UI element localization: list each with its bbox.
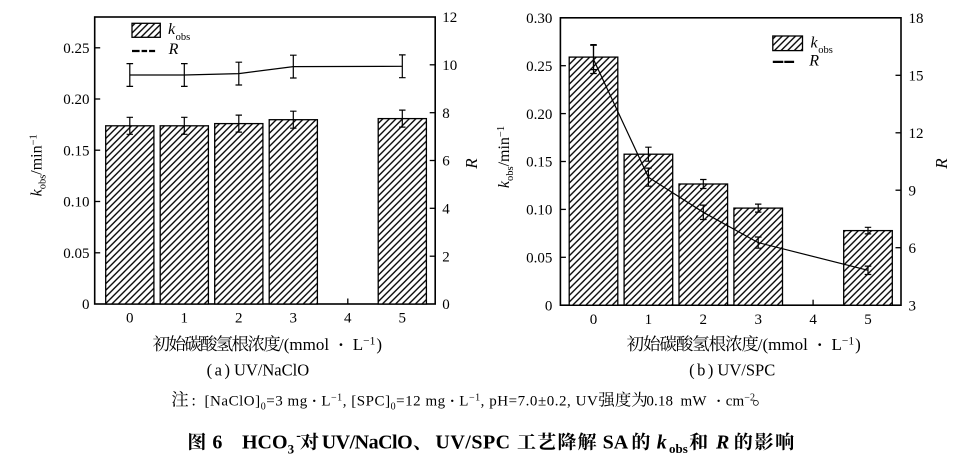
svg-text:12: 12 (909, 126, 924, 142)
svg-text:9: 9 (909, 183, 917, 199)
svg-text:6: 6 (909, 241, 917, 257)
svg-text:4: 4 (442, 202, 450, 218)
svg-text:0.30: 0.30 (526, 11, 552, 27)
svg-text:6: 6 (212, 432, 222, 454)
svg-text:0: 0 (545, 298, 553, 314)
svg-text:-: - (296, 428, 301, 443)
svg-text:18: 18 (909, 11, 924, 27)
svg-text:0.15: 0.15 (526, 155, 552, 171)
svg-text:kobs/min−1: kobs/min−1 (29, 134, 49, 196)
svg-text:(b)UV/SPC: (b) UV/SPC (689, 361, 775, 380)
svg-text:k: k (168, 21, 176, 38)
svg-text:6: 6 (442, 154, 450, 170)
svg-text:3: 3 (754, 312, 762, 328)
svg-text:k: k (811, 35, 819, 52)
svg-text:8: 8 (442, 106, 450, 122)
svg-text:obs: obs (176, 32, 191, 43)
svg-text:2: 2 (700, 312, 708, 328)
svg-text:kobs/min−1: kobs/min−1 (496, 126, 516, 188)
svg-text:0.10: 0.10 (63, 195, 89, 211)
svg-text:k: k (657, 432, 667, 454)
svg-text:obs: obs (818, 45, 833, 56)
svg-text:R: R (462, 158, 481, 170)
svg-text:R: R (715, 432, 729, 454)
svg-text:2: 2 (235, 311, 243, 327)
svg-text:0.20: 0.20 (526, 107, 552, 123)
svg-text:UV/NaClO: UV/NaClO (322, 432, 412, 454)
svg-text:[NaClO]0=3 mg·L−1, [SPC]0=12 m: [NaClO]0=3 mg · L−1, [SPC]0=12 mg · L−1, pH=… (205, 393, 599, 413)
svg-text:HCO: HCO (242, 432, 288, 454)
svg-text:0.05: 0.05 (526, 251, 552, 267)
svg-text:R: R (168, 41, 179, 58)
svg-text:2: 2 (442, 249, 450, 265)
svg-text:1: 1 (181, 311, 189, 327)
svg-text::: : (192, 393, 196, 410)
svg-text:5: 5 (864, 312, 872, 328)
svg-text:0: 0 (82, 297, 90, 313)
svg-text:0.25: 0.25 (526, 59, 552, 75)
svg-text:1: 1 (645, 312, 653, 328)
svg-text:0.25: 0.25 (63, 41, 89, 57)
svg-text:5: 5 (399, 311, 407, 327)
svg-text:0: 0 (126, 311, 134, 327)
svg-text:15: 15 (909, 69, 924, 85)
svg-text:3: 3 (909, 298, 917, 314)
svg-text:R: R (808, 53, 819, 70)
svg-text:10: 10 (442, 58, 457, 74)
svg-text:3: 3 (288, 442, 295, 457)
svg-text:obs: obs (669, 441, 688, 456)
svg-text:4: 4 (809, 312, 817, 328)
svg-text:0: 0 (442, 297, 450, 313)
svg-text:SA: SA (603, 432, 629, 454)
svg-text:0.20: 0.20 (63, 92, 89, 108)
svg-text:0.05: 0.05 (63, 246, 89, 262)
svg-text:3: 3 (290, 311, 298, 327)
svg-text:4: 4 (344, 311, 352, 327)
svg-text:R: R (932, 158, 951, 170)
svg-text:0.10: 0.10 (526, 203, 552, 219)
svg-text:12: 12 (442, 10, 457, 26)
svg-text:UV/SPC: UV/SPC (435, 432, 510, 454)
svg-text:0.15: 0.15 (63, 143, 89, 159)
svg-text:0: 0 (590, 312, 598, 328)
